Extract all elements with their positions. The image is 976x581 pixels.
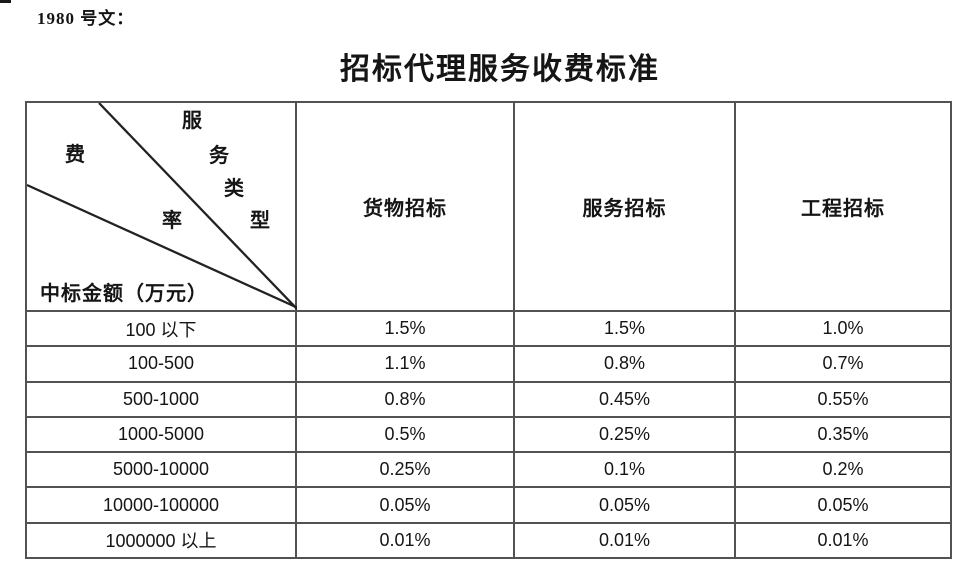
corner-service-type-char: 务	[209, 145, 230, 167]
table-row: 100-500 1.1% 0.8% 0.7%	[25, 345, 952, 383]
row-label: 100-500	[25, 345, 297, 383]
row-label: 1000-5000	[25, 415, 297, 454]
fee-cell: 0.45%	[513, 380, 736, 418]
fee-cell: 0.25%	[513, 415, 736, 454]
table-row: 500-1000 0.8% 0.45% 0.55%	[25, 380, 952, 418]
column-header-engineering: 工程招标	[734, 101, 952, 312]
table-row: 1000000 以上 0.01% 0.01% 0.01%	[25, 521, 952, 560]
corner-service-type-char: 型	[250, 210, 271, 232]
corner-service-type-char: 类	[224, 178, 245, 200]
table-row: 1000-5000 0.5% 0.25% 0.35%	[25, 415, 952, 454]
fee-cell: 0.05%	[734, 486, 952, 524]
fee-cell: 0.35%	[734, 415, 952, 454]
fee-table: 费 服 务 类 型 率 中标金额（万元） 货物招标 服务招标 工程招标 100 …	[25, 101, 952, 560]
row-label: 1000000 以上	[25, 521, 297, 560]
fee-cell: 0.8%	[513, 345, 736, 383]
column-header-services: 服务招标	[513, 101, 736, 312]
fee-cell: 0.5%	[295, 415, 515, 454]
fee-cell: 0.01%	[513, 521, 736, 560]
row-label: 5000-10000	[25, 451, 297, 489]
corner-rate-char: 率	[162, 210, 183, 232]
fee-cell: 0.01%	[295, 521, 515, 560]
fee-cell: 1.0%	[734, 309, 952, 348]
corner-amount-label: 中标金额（万元）	[40, 283, 208, 305]
fee-cell: 0.8%	[295, 380, 515, 418]
fee-cell: 0.05%	[295, 486, 515, 524]
row-label: 10000-100000	[25, 486, 297, 524]
diagonal-divider-lines	[27, 103, 297, 311]
fee-cell: 1.1%	[295, 345, 515, 383]
fee-cell: 0.25%	[295, 451, 515, 489]
fee-cell: 0.1%	[513, 451, 736, 489]
row-label: 500-1000	[25, 380, 297, 418]
row-label: 100 以下	[25, 309, 297, 348]
corner-rate-char: 费	[65, 144, 86, 166]
page-title: 招标代理服务收费标准	[340, 53, 660, 86]
screen-edge-artifact	[0, 0, 11, 3]
table-row: 5000-10000 0.25% 0.1% 0.2%	[25, 451, 952, 489]
table-row: 10000-100000 0.05% 0.05% 0.05%	[25, 486, 952, 524]
fee-cell: 0.7%	[734, 345, 952, 383]
fee-cell: 0.2%	[734, 451, 952, 489]
header-row: 费 服 务 类 型 率 中标金额（万元） 货物招标 服务招标 工程招标	[25, 101, 952, 312]
table-row: 100 以下 1.5% 1.5% 1.0%	[25, 309, 952, 348]
corner-service-type-char: 服	[182, 110, 203, 132]
column-header-goods: 货物招标	[295, 101, 515, 312]
fee-cell: 0.01%	[734, 521, 952, 560]
fee-cell: 1.5%	[295, 309, 515, 348]
doc-reference: 1980 号文：	[37, 9, 135, 28]
fee-cell: 0.05%	[513, 486, 736, 524]
corner-header-cell: 费 服 务 类 型 率 中标金额（万元）	[25, 101, 297, 312]
fee-cell: 1.5%	[513, 309, 736, 348]
fee-cell: 0.55%	[734, 380, 952, 418]
